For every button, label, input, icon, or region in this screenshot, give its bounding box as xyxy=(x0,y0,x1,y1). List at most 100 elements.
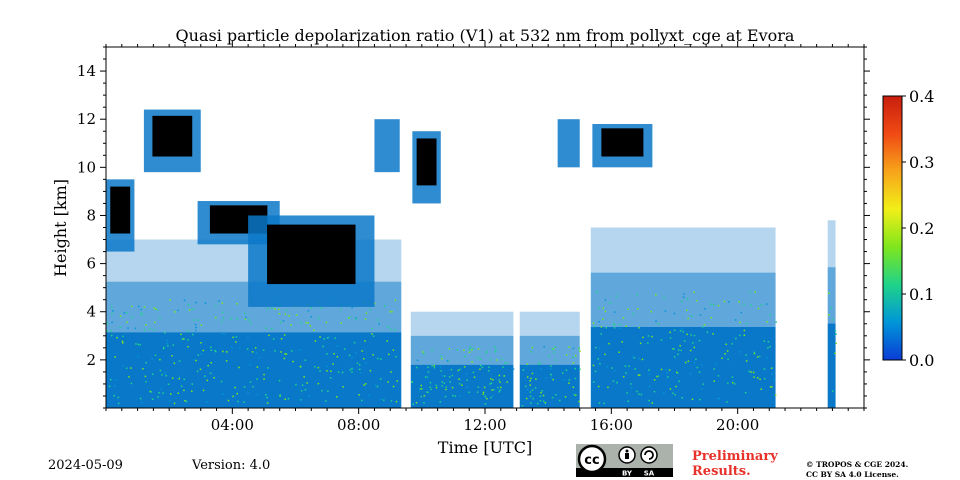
speckle xyxy=(544,403,547,405)
speckle xyxy=(771,373,773,375)
speckle xyxy=(466,379,468,381)
speckle xyxy=(307,310,310,312)
speckle xyxy=(393,329,396,331)
speckle xyxy=(371,327,373,330)
speckle xyxy=(330,370,332,372)
speckle xyxy=(161,374,163,376)
copyright-notice: © TROPOS & CGE 2024. CC BY SA 4.0 Licens… xyxy=(806,460,908,480)
speckle xyxy=(340,308,342,310)
speckle xyxy=(539,361,541,364)
speckle xyxy=(349,369,351,371)
speckle xyxy=(423,395,426,397)
speckle xyxy=(343,348,346,350)
speckle xyxy=(202,349,205,352)
speckle xyxy=(469,348,471,350)
speckle xyxy=(369,309,371,311)
y-axis-label: Height [km] xyxy=(51,179,70,277)
speckle xyxy=(529,384,531,386)
speckle xyxy=(608,342,610,345)
speckle xyxy=(307,322,309,324)
speckle xyxy=(109,378,112,381)
speckle xyxy=(648,369,650,371)
speckle xyxy=(300,322,302,324)
speckle xyxy=(108,385,111,388)
speckle xyxy=(106,322,109,324)
speckle xyxy=(337,371,340,373)
speckle xyxy=(678,349,680,351)
speckle xyxy=(200,324,203,326)
speckle xyxy=(177,309,179,312)
speckle xyxy=(214,349,216,352)
speckle xyxy=(143,306,146,308)
speckle xyxy=(263,378,265,380)
speckle xyxy=(830,307,832,309)
cc-by-sa-badge[interactable]: cc BY SA xyxy=(576,444,673,477)
speckle xyxy=(195,301,197,304)
speckle xyxy=(501,358,503,361)
speckle xyxy=(459,395,461,397)
speckle xyxy=(743,303,745,305)
speckle xyxy=(369,369,372,372)
speckle xyxy=(766,303,768,305)
speckle xyxy=(114,356,116,358)
speckle xyxy=(574,377,577,380)
speckle xyxy=(358,394,360,396)
speckle xyxy=(604,310,607,313)
speckle xyxy=(152,329,155,331)
speckle xyxy=(383,399,385,401)
speckle xyxy=(739,351,741,353)
segment-dense-3 xyxy=(590,326,776,408)
y-tick-label: 2 xyxy=(86,351,96,369)
speckle xyxy=(597,385,600,388)
speckle xyxy=(734,319,737,321)
speckle xyxy=(489,383,491,385)
speckle xyxy=(125,367,128,369)
speckle xyxy=(310,307,313,309)
speckle xyxy=(139,397,142,400)
data-segment-3 xyxy=(590,227,777,408)
speckle xyxy=(358,364,361,366)
speckle xyxy=(326,370,328,372)
speckle xyxy=(499,381,501,383)
preliminary-results-label: Preliminary Results. xyxy=(692,449,778,479)
speckle xyxy=(353,341,356,344)
speckle xyxy=(726,401,728,403)
speckle xyxy=(624,365,627,367)
speckle xyxy=(743,334,746,336)
speckle xyxy=(484,403,487,405)
speckle xyxy=(361,350,363,352)
speckle xyxy=(169,400,171,402)
speckle xyxy=(532,397,534,400)
speckle xyxy=(572,362,575,364)
speckle xyxy=(319,370,321,372)
speckle xyxy=(207,364,209,367)
speckle xyxy=(459,379,462,381)
speckle xyxy=(111,321,113,324)
speckle xyxy=(313,329,315,332)
speckle xyxy=(186,330,189,333)
speckle xyxy=(377,319,379,321)
speckle xyxy=(545,377,547,379)
speckle xyxy=(191,390,193,392)
speckle xyxy=(439,401,441,403)
speckle xyxy=(249,381,252,383)
cc-icon xyxy=(577,444,607,474)
speckle xyxy=(263,373,265,376)
speckle xyxy=(195,326,197,329)
speckle xyxy=(691,398,694,401)
speckle xyxy=(387,326,389,328)
speckle xyxy=(615,295,618,297)
speckle xyxy=(140,308,142,311)
speckle xyxy=(329,377,332,379)
speckle xyxy=(653,379,656,381)
speckle xyxy=(663,392,665,394)
speckle xyxy=(433,365,435,367)
speckle xyxy=(573,393,575,396)
speckle xyxy=(387,381,389,383)
colorbar-tick-label: 0.2 xyxy=(909,219,934,238)
speckle xyxy=(690,315,693,317)
speckle xyxy=(268,334,270,337)
speckle xyxy=(178,377,180,380)
cloud-halo xyxy=(557,119,580,168)
speckle xyxy=(127,327,129,329)
